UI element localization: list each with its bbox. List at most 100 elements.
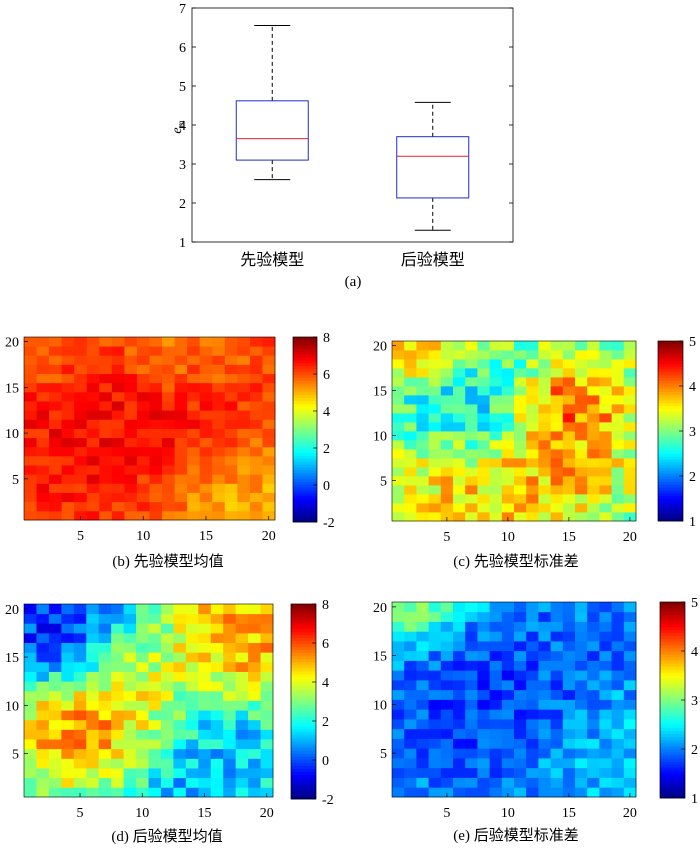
heatmap-cell (123, 671, 137, 682)
heatmap-cell (212, 346, 226, 356)
heatmap-cell (489, 485, 503, 495)
heatmap-cell (162, 391, 175, 402)
colorbar-swatch (293, 412, 317, 416)
heatmap-cell (136, 690, 149, 701)
heatmap-cell (416, 440, 429, 450)
colorbar-swatch (658, 355, 683, 359)
heatmap-cell (465, 602, 478, 613)
heatmap-cell (440, 440, 454, 450)
heatmap-cell (260, 632, 274, 643)
heatmap-cell (392, 449, 405, 459)
colorbar-swatch (293, 452, 317, 456)
heatmap-cell (404, 485, 417, 495)
heatmap-cell (187, 510, 201, 521)
heatmap-cell (48, 748, 62, 759)
heatmap-cell (124, 337, 138, 347)
heatmap-cell (73, 642, 87, 653)
heatmap-cell (428, 777, 442, 788)
heatmap-cell (514, 641, 527, 652)
colorbar-swatch (660, 620, 685, 624)
heatmap-cell (61, 501, 75, 512)
heatmap-cell (465, 709, 478, 720)
heatmap-cell (123, 739, 137, 750)
heatmap-cell (599, 631, 612, 642)
heatmap-cell (514, 350, 527, 360)
heatmap-cell (136, 346, 150, 356)
x-tick-label: 10 (135, 806, 149, 821)
heatmap-cell (185, 739, 199, 750)
heatmap-cell (136, 446, 150, 457)
heatmap-cell (160, 787, 174, 798)
heatmap-cell (514, 728, 527, 739)
heatmap-cell (61, 671, 75, 682)
heatmap-cell (86, 346, 100, 356)
colorbar-swatch (660, 739, 685, 744)
heatmap-cell (173, 768, 187, 779)
heatmap-cell (198, 613, 212, 624)
heatmap-cell (587, 503, 600, 513)
heatmap-cell (416, 386, 429, 396)
heatmap-cell (86, 604, 100, 615)
heatmap-cell (477, 503, 490, 513)
heatmap-cell (587, 449, 600, 459)
heatmap-cell (36, 661, 50, 672)
heatmap-cell (611, 368, 625, 378)
colorbar-swatch (293, 374, 317, 378)
heatmap-cell (453, 503, 466, 513)
heatmap-cell (223, 623, 237, 634)
heatmap-cell (501, 440, 515, 450)
heatmap-cell (526, 611, 539, 622)
heatmap-cell (477, 341, 490, 351)
heatmap-cell (162, 492, 175, 503)
heatmap-cell (416, 650, 429, 661)
heatmap-cell (73, 710, 87, 721)
heatmap-cell (501, 758, 515, 769)
heatmap-cell (49, 410, 63, 420)
heatmap-cell (416, 602, 429, 613)
heatmap-cell (453, 350, 466, 360)
heatmap-cell (36, 446, 50, 457)
heatmap-cell (575, 422, 588, 432)
heatmap-cell (623, 728, 637, 739)
heatmap-cell (124, 492, 138, 503)
heatmap-cell (550, 787, 564, 798)
heatmap-cell (198, 642, 212, 653)
heatmap-cell (538, 413, 551, 423)
heatmap-cell (61, 455, 75, 466)
heatmap-cell (550, 758, 564, 769)
heatmap-cell (477, 395, 490, 405)
heatmap-cell (249, 355, 263, 365)
heatmap-cell (73, 739, 87, 750)
colorbar-swatch (291, 640, 316, 645)
heatmap-cell (465, 689, 478, 700)
heatmap-cell (111, 748, 124, 759)
heatmap-cell (587, 359, 600, 369)
colorbar-tick-label: -2 (323, 516, 335, 531)
heatmap-cell (489, 404, 503, 414)
heatmap-cell (587, 650, 600, 661)
heatmap-cell (465, 641, 478, 652)
heatmap-cell (514, 494, 527, 504)
heatmap-cell (99, 401, 113, 411)
colorbar-swatch (291, 689, 316, 693)
heatmap-cell (210, 758, 224, 769)
heatmap-cell (477, 611, 490, 622)
heatmap-cell (416, 767, 429, 778)
heatmap-cell (61, 777, 75, 788)
colorbar-swatch (291, 698, 316, 702)
heatmap-cell (453, 404, 466, 414)
heatmap-cell (136, 681, 149, 692)
heatmap-cell (36, 346, 50, 356)
heatmap-cell (404, 602, 417, 613)
colorbar-swatch (658, 504, 683, 508)
colorbar-swatch (660, 629, 685, 634)
heatmap-cell (123, 787, 137, 798)
heatmap-cell (237, 492, 251, 503)
heatmap-cell (74, 483, 88, 493)
heatmap-cell (538, 719, 551, 730)
heatmap-cell (587, 689, 600, 700)
heatmap-cell (550, 350, 564, 360)
colorbar-swatch (660, 755, 685, 759)
heatmap-cell (262, 373, 276, 384)
